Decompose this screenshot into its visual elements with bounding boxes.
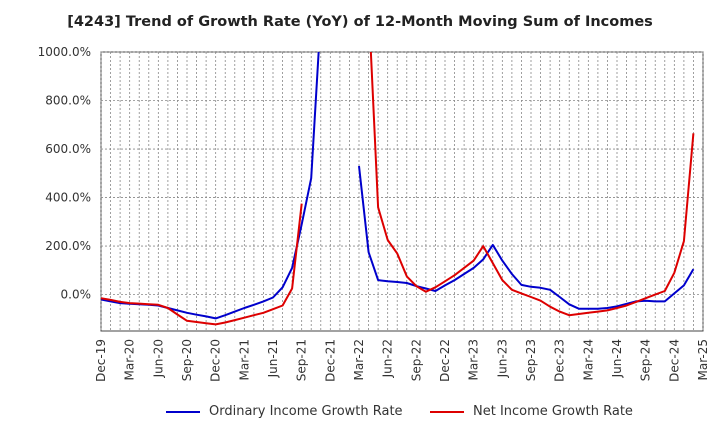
y-tick-label: 800.0% [45,94,91,108]
x-tick-label: Jun-24 [610,339,624,378]
chart-title: [4243] Trend of Growth Rate (YoY) of 12-… [67,14,653,30]
legend-swatch-ordinary [166,410,200,413]
x-tick-label: Jun-21 [266,339,280,378]
x-tick-label: Dec-20 [209,339,223,382]
legend-label-net: Net Income Growth Rate [473,404,633,419]
legend-label-ordinary: Ordinary Income Growth Rate [209,404,403,419]
series-line-1 [369,52,695,317]
x-tick-label: Mar-22 [352,339,366,380]
x-tick-label: Mar-21 [237,339,251,380]
y-tick-label: 0.0% [61,288,92,302]
x-tick-label: Sep-21 [295,339,309,381]
x-tick-label: Sep-20 [180,339,194,381]
x-tick-label: Sep-22 [409,339,423,381]
x-tick-label: Mar-20 [123,339,137,380]
legend-item-ordinary: Ordinary Income Growth Rate [166,404,403,419]
x-tick-label: Jun-22 [381,339,395,378]
x-tick-label: Mar-25 [696,339,710,380]
legend-swatch-net [430,410,464,413]
grid-layer [100,51,704,332]
axis-layer: 0.0% 200.0% 400.0% 600.0% 800.0% 1000.0% Dec-1… [38,45,710,382]
series-line-1 [101,203,303,326]
x-tick-label: Jun-23 [495,339,509,378]
y-tick-label: 200.0% [45,239,91,253]
x-tick-label: Dec-24 [667,339,681,382]
x-tick-label: Dec-22 [438,339,452,382]
series-layer [101,52,695,326]
y-tick-label: 400.0% [45,191,91,205]
x-tick-label: Dec-19 [94,339,108,382]
x-tick-label: Sep-23 [524,339,538,381]
x-tick-label: Jun-20 [151,339,165,378]
x-tick-label: Dec-23 [553,339,567,382]
x-tick-label: Dec-21 [323,339,337,382]
legend-item-net: Net Income Growth Rate [430,404,633,419]
x-tick-label: Mar-24 [581,339,595,380]
x-tick-label: Mar-23 [467,339,481,380]
y-tick-label: 1000.0% [38,45,91,59]
x-tick-label: Sep-24 [639,339,653,381]
y-tick-label: 600.0% [45,142,91,156]
plot-frame [100,51,704,332]
